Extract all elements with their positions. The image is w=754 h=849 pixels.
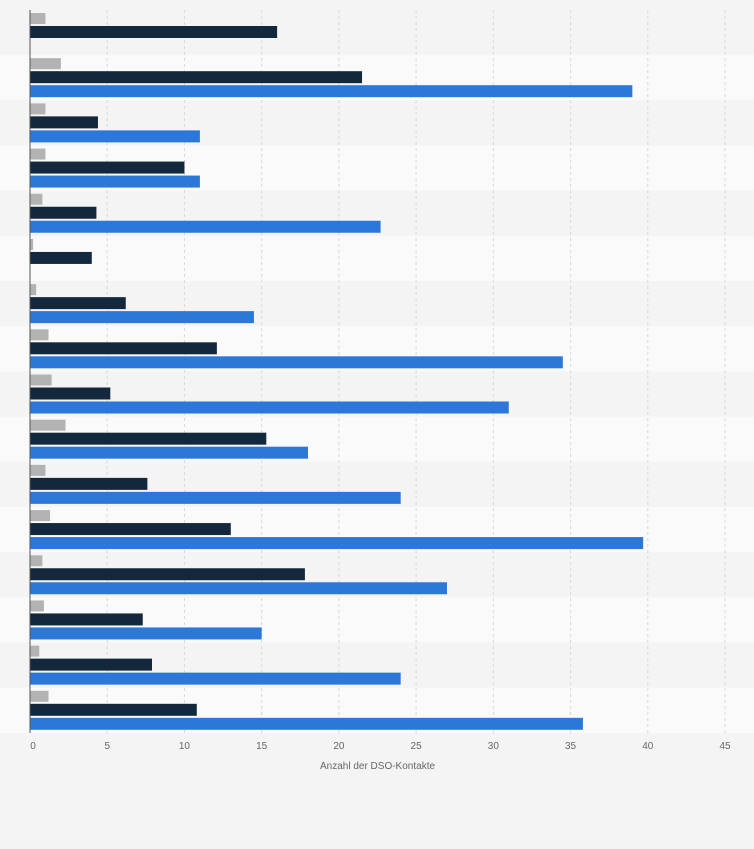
bar-s1-c2 [30,116,98,129]
bar-s0-c11 [30,510,51,522]
bar-s0-c7 [30,329,49,341]
bar-s2-c1 [30,85,633,98]
bar-s1-c8 [30,387,111,400]
bar-s1-c3 [30,161,185,174]
bar-s2-c8 [30,401,509,414]
bar-s0-c13 [30,600,44,612]
x-tick-label-3: 15 [256,741,268,752]
bar-s2-c12 [30,582,447,595]
x-tick-label-2: 10 [179,741,191,752]
bar-s1-c1 [30,71,363,84]
bar-s0-c3 [30,148,46,160]
bar-s2-c3 [30,175,200,188]
bar-s1-c10 [30,477,148,490]
x-axis-title: Anzahl der DSO-Kontakte [320,761,435,772]
x-tick-label-0: 0 [30,741,36,752]
bar-s1-c15 [30,703,197,716]
bar-s0-c6 [30,284,37,296]
bar-s0-c4 [30,193,43,205]
bar-s0-c2 [30,103,46,115]
bar-s0-c1 [30,58,61,70]
x-tick-label-8: 40 [642,741,654,752]
bar-s2-c14 [30,672,401,685]
bar-s0-c5 [30,238,34,250]
bar-s1-c9 [30,432,267,445]
x-tick-label-4: 20 [333,741,345,752]
bar-s0-c10 [30,464,46,476]
bar-s2-c13 [30,627,262,640]
bars [30,13,644,730]
bar-s0-c12 [30,555,43,567]
bar-s1-c14 [30,658,153,671]
bar-s1-c6 [30,297,126,310]
bar-s2-c4 [30,220,381,233]
x-tick-label-9: 45 [719,741,731,752]
x-tick-label-7: 35 [565,741,577,752]
bar-s2-c15 [30,717,583,730]
bar-s0-c9 [30,419,66,431]
bar-s0-c8 [30,374,52,386]
bar-s0-c14 [30,645,40,657]
bar-s1-c7 [30,342,217,355]
row-band-5 [0,235,754,282]
x-axis-ticks: 0 5 10 15 20 25 30 35 40 45 [30,741,731,752]
x-tick-label-6: 30 [488,741,500,752]
bar-s2-c11 [30,537,644,550]
bar-s2-c10 [30,491,401,504]
bar-s1-c5 [30,251,92,264]
bar-s1-c12 [30,568,305,581]
bar-s1-c13 [30,613,143,626]
bar-s2-c6 [30,311,254,324]
bar-s0-c0 [30,13,46,24]
bar-s0-c15 [30,690,49,702]
bar-s2-c2 [30,130,200,143]
bar-s2-c7 [30,356,563,369]
x-tick-label-1: 5 [104,741,110,752]
bar-s1-c4 [30,206,97,219]
x-tick-label-5: 25 [411,741,423,752]
bar-s1-c0 [30,26,278,38]
bar-s1-c11 [30,523,231,536]
bar-s2-c9 [30,446,308,459]
